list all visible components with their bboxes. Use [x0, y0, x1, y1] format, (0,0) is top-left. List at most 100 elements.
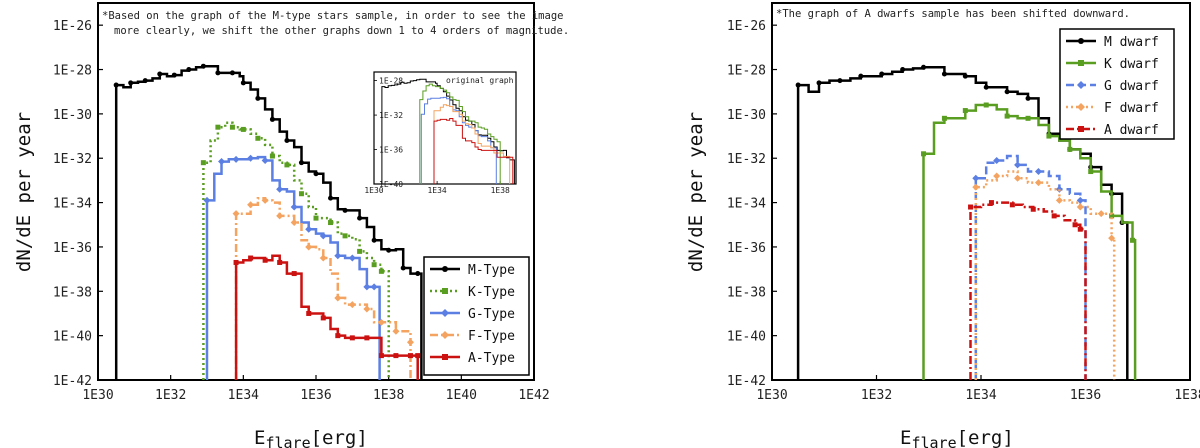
left-point	[240, 126, 246, 132]
inset-frame	[373, 71, 517, 185]
right-series-group	[795, 64, 1137, 380]
left-point	[298, 160, 304, 166]
left-series-g-type	[205, 155, 381, 380]
left-xtick-label: 1E38	[373, 388, 404, 403]
left-point	[261, 196, 269, 204]
left-point	[284, 162, 290, 168]
inset-ytick-label: 1E-28	[379, 77, 403, 86]
left-legend-marker	[442, 354, 448, 360]
right-legend-label: G dwarf	[1104, 79, 1159, 94]
left-annotation-line1: *Based on the graph of the M-type stars …	[102, 10, 563, 22]
right-point	[1046, 133, 1052, 139]
right-point	[879, 71, 885, 77]
right-point	[1025, 115, 1031, 121]
right-point	[993, 172, 1001, 180]
left-point	[291, 271, 297, 277]
right-axis-ticks: 1E30 1E32 1E34 1E36 1E38 1E-26 1E-28 1E-30 1E-32…	[727, 19, 1200, 403]
right-ytick-label: 1E-38	[727, 285, 766, 300]
left-point	[229, 124, 235, 130]
left-point	[334, 294, 342, 302]
left-point	[232, 155, 240, 163]
left-xtick-label: 1E30	[82, 388, 113, 403]
right-xtick-label: 1E36	[1070, 388, 1101, 403]
right-point	[1076, 196, 1084, 204]
left-point	[407, 353, 413, 359]
left-point	[277, 259, 283, 265]
inset-ytick-label: 1E-32	[379, 111, 403, 120]
right-point	[795, 82, 801, 88]
left-point	[357, 215, 363, 221]
left-point	[284, 137, 290, 143]
right-ytick-label: 1E-30	[727, 108, 766, 123]
left-point	[371, 262, 377, 268]
left-series-m-type	[114, 64, 423, 380]
left-point	[171, 72, 177, 78]
left-xtick-label: 1E34	[228, 388, 259, 403]
right-point	[1034, 179, 1042, 187]
right-series-f-dwarf	[974, 170, 1116, 380]
right-point	[837, 78, 843, 84]
right-point	[1109, 213, 1115, 219]
inset-series-a-type	[433, 118, 514, 184]
left-legend-marker	[442, 288, 448, 294]
left-point	[247, 201, 255, 209]
left-point	[128, 80, 134, 86]
right-point	[1077, 226, 1083, 232]
right-ytick-label: 1E-32	[727, 152, 766, 167]
right-legend-label: K dwarf	[1104, 57, 1159, 72]
right-legend: M dwarf K dwarf G dwarf F dwarf A dwarf	[1059, 28, 1175, 140]
right-point	[858, 73, 864, 79]
right-legend-marker	[1078, 38, 1084, 44]
left-point	[305, 243, 313, 251]
left-series-f-type	[234, 196, 412, 380]
left-legend: M-Type K-Type G-Type F-Type A-Type	[423, 256, 530, 376]
left-legend-label: K-Type	[468, 285, 515, 300]
left-point	[240, 80, 246, 86]
left-point	[348, 301, 356, 309]
right-point	[1014, 174, 1022, 182]
left-point	[290, 219, 298, 227]
right-xtick-label: 1E38	[1174, 388, 1200, 403]
left-point	[276, 212, 284, 220]
left-point	[334, 252, 342, 260]
svg-text:dN/dE per year: dN/dE per year	[13, 112, 35, 272]
right-point	[1004, 89, 1010, 95]
right-ytick-label: 1E-28	[727, 64, 766, 79]
left-point	[319, 254, 327, 262]
left-point	[370, 283, 378, 291]
left-point	[306, 310, 312, 316]
left-ytick-label: 1E-26	[53, 19, 92, 34]
right-point	[1072, 222, 1078, 228]
left-legend-label: M-Type	[468, 263, 515, 278]
left-point	[200, 160, 206, 166]
left-point	[142, 78, 148, 84]
left-point	[261, 156, 269, 164]
inset-series-f-type	[433, 104, 511, 184]
left-ytick-label: 1E-36	[53, 241, 92, 256]
right-x-axis-label: Eflare[erg]	[900, 427, 1014, 448]
left-point	[357, 248, 363, 254]
right-point	[962, 73, 968, 79]
left-point	[298, 191, 304, 197]
left-xtick-label: 1E40	[446, 388, 477, 403]
right-point	[1034, 168, 1042, 176]
left-point	[386, 247, 392, 253]
left-legend-label: G-Type	[468, 307, 515, 322]
left-point	[415, 353, 421, 359]
right-legend-label: F dwarf	[1104, 101, 1159, 116]
right-point	[1076, 203, 1084, 211]
right-ytick-label: 1E-34	[727, 197, 766, 212]
left-ytick-label: 1E-40	[53, 330, 92, 345]
right-legend-marker	[1078, 126, 1084, 132]
right-point	[1004, 113, 1010, 119]
left-point	[269, 116, 275, 122]
left-legend-label: A-Type	[468, 351, 515, 366]
left-point	[262, 257, 268, 263]
left-annotation-line2: more clearly, we shift the other graphs …	[114, 25, 569, 37]
right-point	[921, 64, 927, 70]
left-point	[218, 158, 226, 166]
left-xtick-label: 1E36	[300, 388, 331, 403]
right-point	[1051, 213, 1057, 219]
left-series-group	[113, 63, 423, 380]
